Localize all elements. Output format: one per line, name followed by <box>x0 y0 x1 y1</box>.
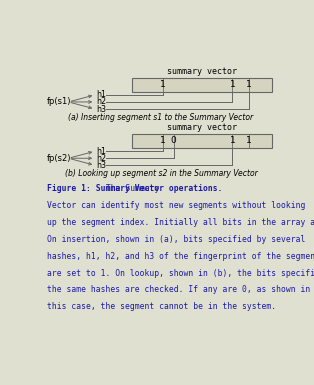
Text: this case, the segment cannot be in the system.: this case, the segment cannot be in the … <box>46 302 276 311</box>
Text: the same hashes are checked. If any are 0, as shown in: the same hashes are checked. If any are … <box>46 285 310 295</box>
Text: 1: 1 <box>246 80 252 89</box>
Text: fp(s2): fp(s2) <box>46 154 71 163</box>
Text: h3: h3 <box>96 105 106 114</box>
Text: 1: 1 <box>160 80 165 89</box>
Text: h1: h1 <box>96 147 106 156</box>
Text: 1: 1 <box>246 136 252 145</box>
Text: 1: 1 <box>230 80 236 89</box>
Bar <box>132 134 272 149</box>
Text: 1: 1 <box>160 136 165 145</box>
Text: hashes, h1, h2, and h3 of the fingerprint of the segment: hashes, h1, h2, and h3 of the fingerprin… <box>46 252 314 261</box>
Text: The Summary: The Summary <box>101 184 160 193</box>
Text: (a) Inserting segment s1 to the Summary Vector: (a) Inserting segment s1 to the Summary … <box>68 113 253 122</box>
Text: up the segment index. Initially all bits in the array are 0.: up the segment index. Initially all bits… <box>46 218 314 227</box>
Text: On insertion, shown in (a), bits specified by several: On insertion, shown in (a), bits specifi… <box>46 235 305 244</box>
Text: Vector can identify most new segments without looking: Vector can identify most new segments wi… <box>46 201 305 210</box>
Text: fp(s1): fp(s1) <box>46 97 71 106</box>
Bar <box>132 78 272 92</box>
Text: h1: h1 <box>96 90 106 99</box>
Text: 0: 0 <box>171 136 176 145</box>
Text: (b) Looking up segment s2 in the Summary Vector: (b) Looking up segment s2 in the Summary… <box>65 169 257 178</box>
Text: h2: h2 <box>96 154 106 163</box>
Text: h2: h2 <box>96 97 106 106</box>
Text: h3: h3 <box>96 161 106 170</box>
Text: summary vector: summary vector <box>167 67 237 75</box>
Text: are set to 1. On lookup, shown in (b), the bits specified by: are set to 1. On lookup, shown in (b), t… <box>46 269 314 278</box>
Text: Figure 1: Summary Vector operations.: Figure 1: Summary Vector operations. <box>46 184 222 193</box>
Text: summary vector: summary vector <box>167 123 237 132</box>
Text: 1: 1 <box>230 136 236 145</box>
